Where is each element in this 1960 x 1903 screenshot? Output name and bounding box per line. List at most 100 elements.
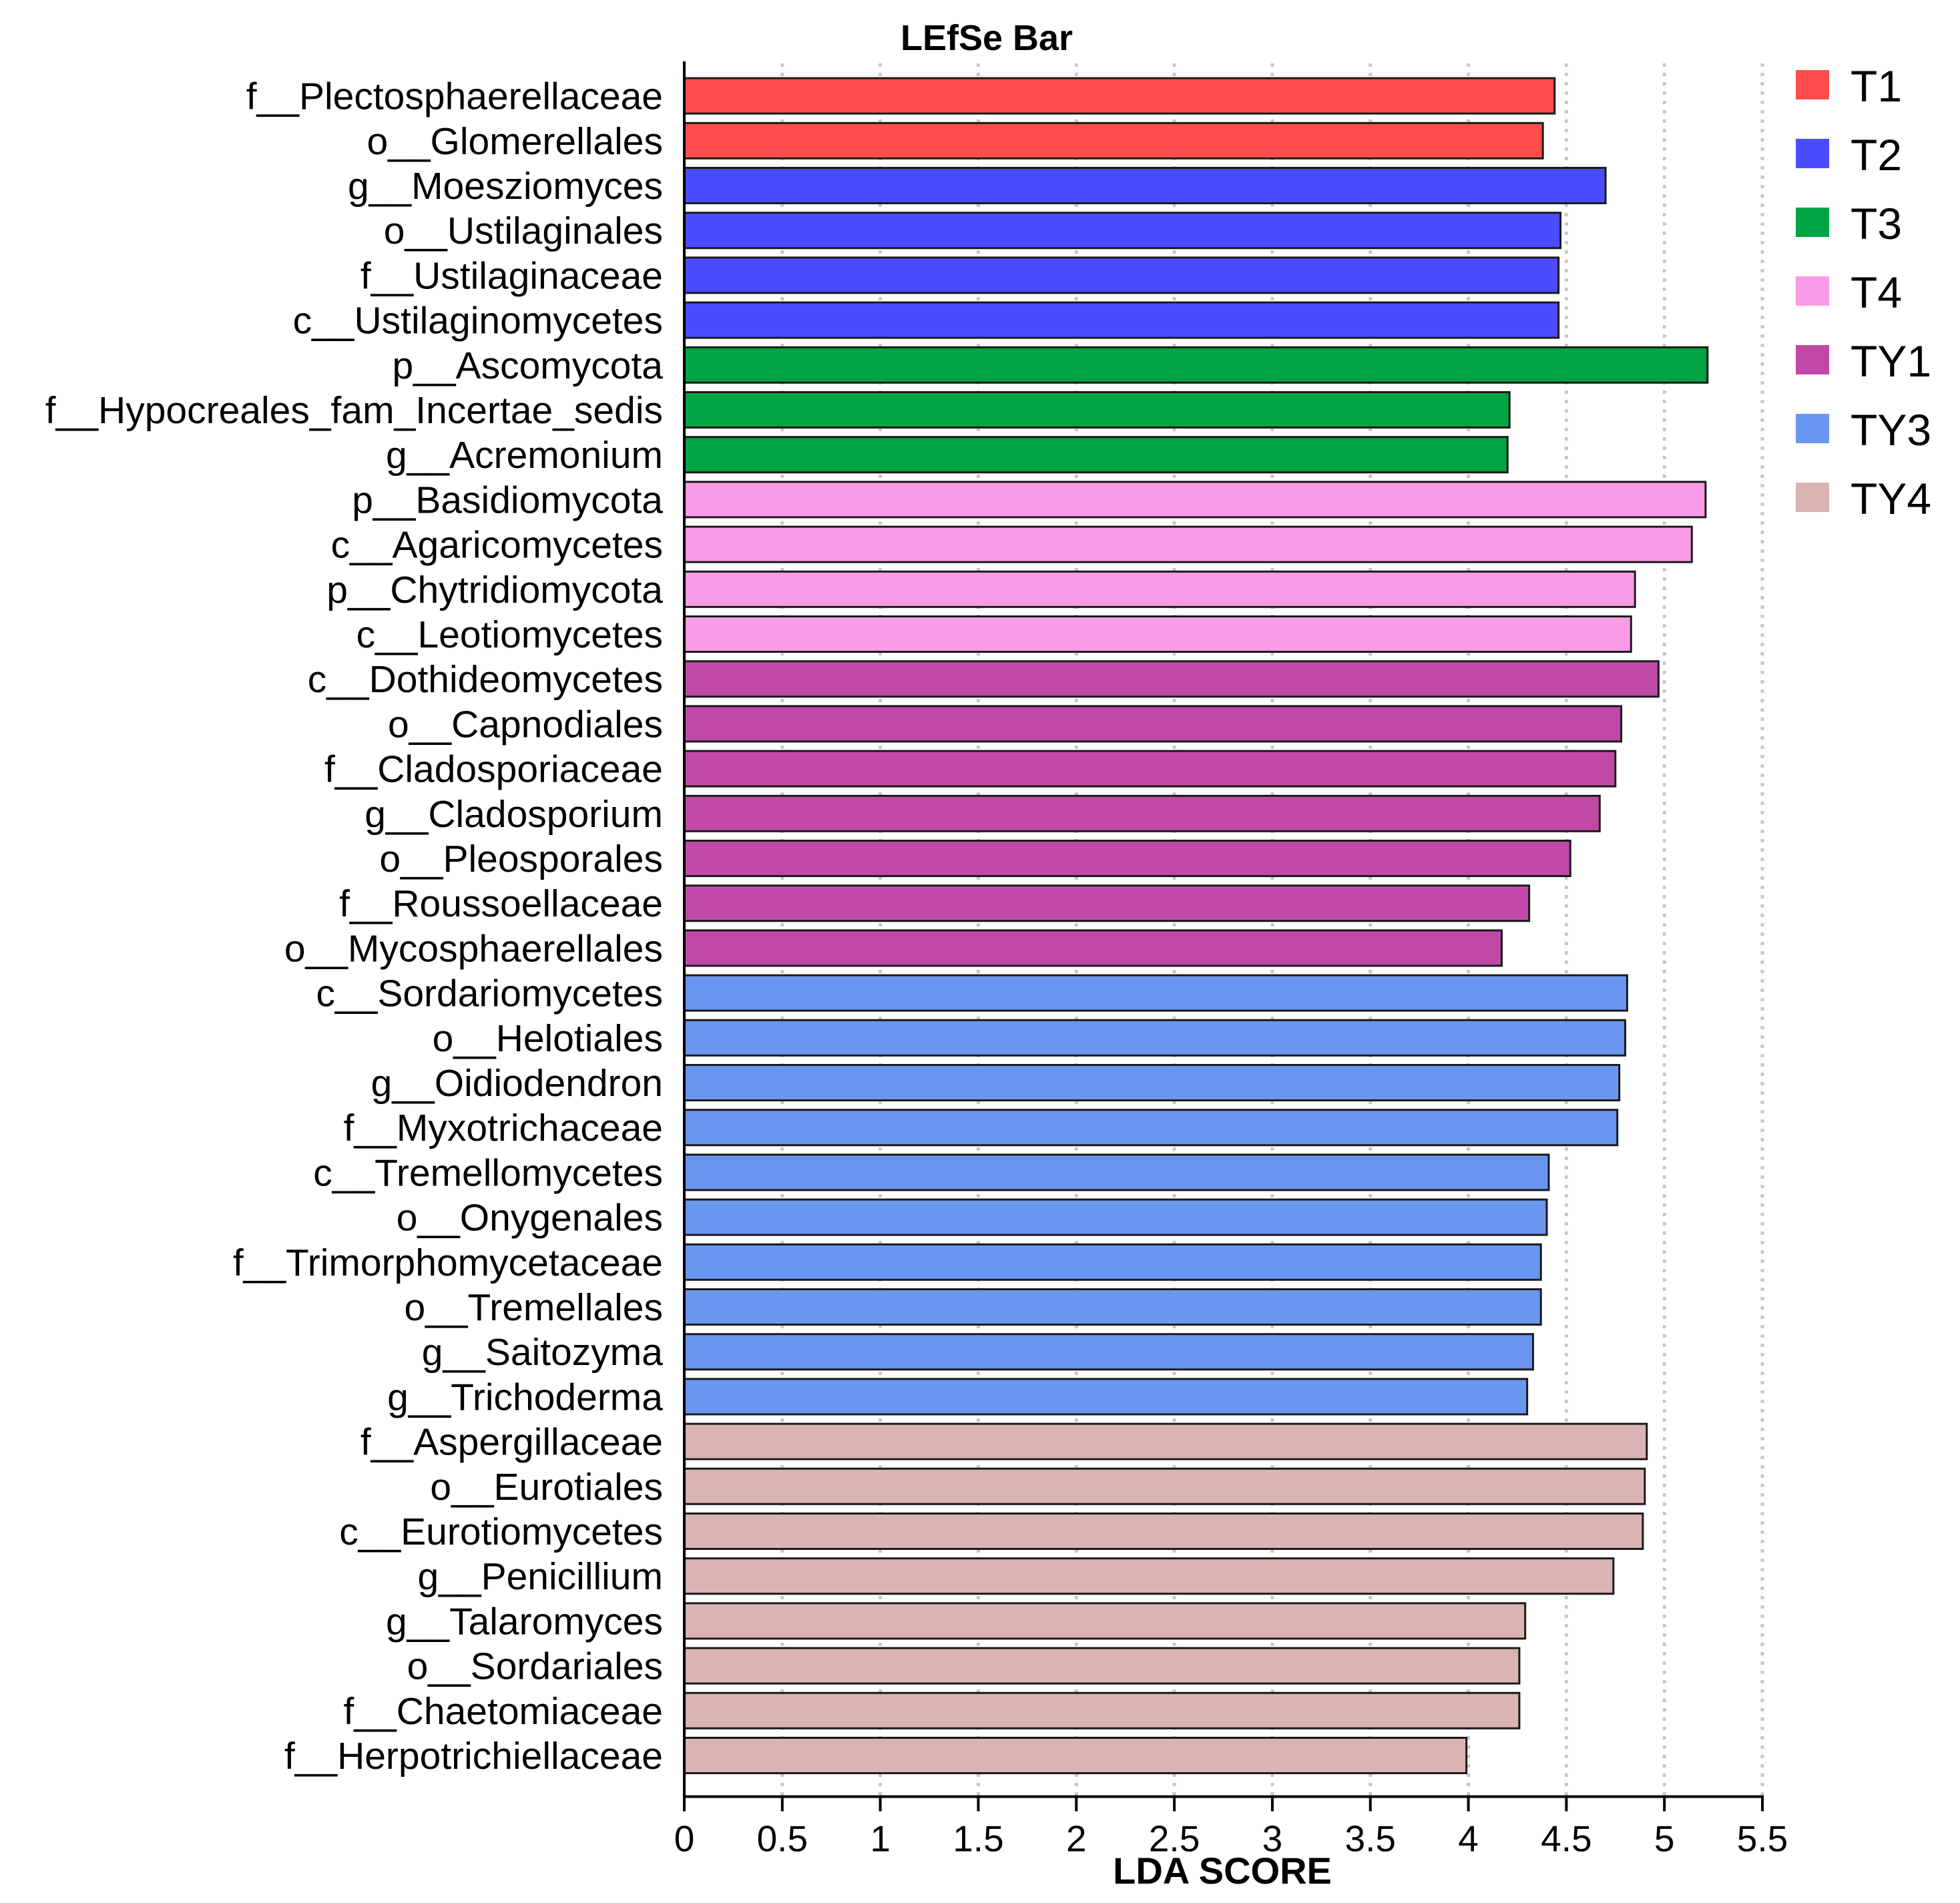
category-label: o__Sordariales (407, 1645, 663, 1688)
legend-swatch-ty1 (1796, 345, 1829, 374)
bar-f-myxotrichaceae (683, 1109, 1619, 1147)
legend-label-ty1: TY1 (1851, 336, 1931, 386)
category-labels: f__Plectosphaerellaceaeo__Glomerellalesg… (45, 75, 664, 1778)
category-label: f__Trimorphomycetaceae (233, 1242, 663, 1284)
x-tick-label: 4 (1458, 1818, 1479, 1860)
category-label: o__Onygenales (397, 1197, 663, 1240)
category-label: f__Ustilaginaceae (360, 254, 663, 297)
bar-f-aspergillaceae (683, 1422, 1648, 1460)
bar-o-eurotiales (683, 1467, 1646, 1505)
bar-p-chytridiomycota (683, 570, 1636, 608)
category-label: c__Sordariomycetes (316, 973, 663, 1015)
x-tick-label: 4.5 (1541, 1818, 1591, 1860)
bar-o-tremellales (683, 1288, 1542, 1326)
bar-c-leotiomycetes (683, 615, 1632, 653)
x-tick-label: 5.5 (1737, 1818, 1788, 1860)
bar-f-trimorphomycetaceae (683, 1243, 1542, 1281)
x-tick-label: 5 (1654, 1818, 1675, 1860)
x-tick-label: 0.5 (757, 1818, 808, 1860)
bar-o-onygenales (683, 1198, 1548, 1236)
legend-label-ty3: TY3 (1851, 405, 1931, 455)
category-label: g__Acremonium (386, 434, 663, 477)
category-label: o__Eurotiales (430, 1466, 663, 1509)
bar-f-ustilaginaceae (683, 256, 1560, 294)
category-label: o__Capnodiales (388, 703, 663, 746)
category-label: f__Herpotrichiellaceae (284, 1735, 663, 1778)
x-tick-label: 3 (1262, 1818, 1283, 1860)
legend-swatch-t2 (1796, 139, 1829, 168)
bar-g-saitozyma (683, 1333, 1534, 1371)
legend-label-ty4: TY4 (1851, 474, 1931, 523)
bar-c-agaricomycetes (683, 525, 1693, 563)
bar-f-roussoellaceae (683, 884, 1531, 922)
bar-c-tremellomycetes (683, 1153, 1550, 1191)
bar-f-cladosporiaceae (683, 750, 1617, 788)
legend-swatch-t3 (1796, 208, 1829, 237)
chart-title: LEfSe Bar (901, 18, 1073, 58)
category-label: o__Tremellales (404, 1286, 663, 1329)
legend-label-t3: T3 (1851, 199, 1902, 248)
category-label: c__Eurotiomycetes (339, 1511, 663, 1553)
bar-c-sordariomycetes (683, 974, 1628, 1012)
bar-f-plectosphaerellaceae (683, 77, 1556, 115)
category-label: o__Ustilaginales (384, 210, 663, 252)
category-label: g__Moesziomyces (348, 165, 663, 208)
category-label: f__Chaetomiaceae (344, 1690, 664, 1733)
category-label: g__Cladosporium (364, 793, 663, 836)
bar-o-mycosphaerellales (683, 929, 1503, 967)
category-label: c__Tremellomycetes (313, 1151, 663, 1194)
bar-p-basidiomycota (683, 481, 1707, 519)
x-tick-label: 1.5 (953, 1818, 1003, 1860)
category-label: p__Ascomycota (392, 344, 663, 387)
legend-swatch-t4 (1796, 276, 1829, 306)
category-label: o__Helotiales (433, 1017, 663, 1060)
bar-p-ascomycota (683, 346, 1709, 384)
category-label: f__Plectosphaerellaceae (246, 75, 663, 118)
legend-label-t1: T1 (1851, 61, 1902, 111)
x-tick-label: 1 (870, 1818, 891, 1860)
category-label: f__Myxotrichaceae (344, 1107, 663, 1149)
category-label: f__Cladosporiaceae (324, 748, 663, 791)
legend-swatch-ty4 (1796, 483, 1829, 512)
x-axis: 0 0.5 1 1.5 2 2.5 3 3.5 4 4.5 5 5.5 (674, 61, 1788, 1860)
category-label: c__Ustilaginomycetes (293, 300, 663, 342)
bar-g-trichoderma (683, 1378, 1529, 1416)
category-label: o__Pleosporales (379, 838, 663, 880)
category-label: o__Mycosphaerellales (284, 927, 663, 970)
bar-f-hypocreales-fam-incertae-sedis (683, 391, 1511, 429)
x-tick-label: 2 (1066, 1818, 1087, 1860)
bar-f-chaetomiaceae (683, 1691, 1521, 1729)
category-label: g__Oidiodendron (371, 1062, 663, 1105)
bar-g-moesziomyces (683, 167, 1607, 204)
bar-g-acremonium (683, 436, 1509, 474)
category-label: c__Dothideomycetes (308, 658, 663, 701)
bar-o-helotiales (683, 1019, 1626, 1057)
bar-g-penicillium (683, 1557, 1615, 1595)
bar-o-glomerellales (683, 121, 1544, 160)
legend-label-t4: T4 (1851, 268, 1902, 317)
category-label: p__Basidiomycota (352, 479, 663, 521)
bar-f-herpotrichiellaceae (683, 1737, 1468, 1774)
x-axis-label: LDA SCORE (1113, 1850, 1332, 1892)
legend-swatch-t1 (1796, 70, 1829, 99)
category-label: g__Talaromyces (386, 1600, 663, 1643)
bar-c-eurotiomycetes (683, 1513, 1644, 1550)
category-label: p__Chytridiomycota (326, 569, 663, 611)
category-label: c__Leotiomycetes (356, 613, 663, 656)
bar-c-dothideomycetes (683, 660, 1660, 698)
category-label: g__Saitozyma (422, 1331, 664, 1374)
x-tick-label: 2.5 (1149, 1818, 1200, 1860)
legend-swatch-ty3 (1796, 414, 1829, 443)
bar-o-capnodiales (683, 705, 1623, 743)
category-label: f__Aspergillaceae (360, 1421, 663, 1464)
x-tick-label: 3.5 (1344, 1818, 1395, 1860)
category-label: f__Hypocreales_fam_Incertae_sedis (45, 389, 663, 432)
bar-o-pleosporales (683, 840, 1571, 877)
category-label: g__Penicillium (417, 1555, 663, 1598)
category-label: c__Agaricomycetes (331, 524, 663, 567)
bar-g-cladosporium (683, 794, 1601, 832)
bar-o-ustilaginales (683, 212, 1562, 250)
bars (683, 77, 1709, 1774)
bar-o-sordariales (683, 1647, 1521, 1685)
